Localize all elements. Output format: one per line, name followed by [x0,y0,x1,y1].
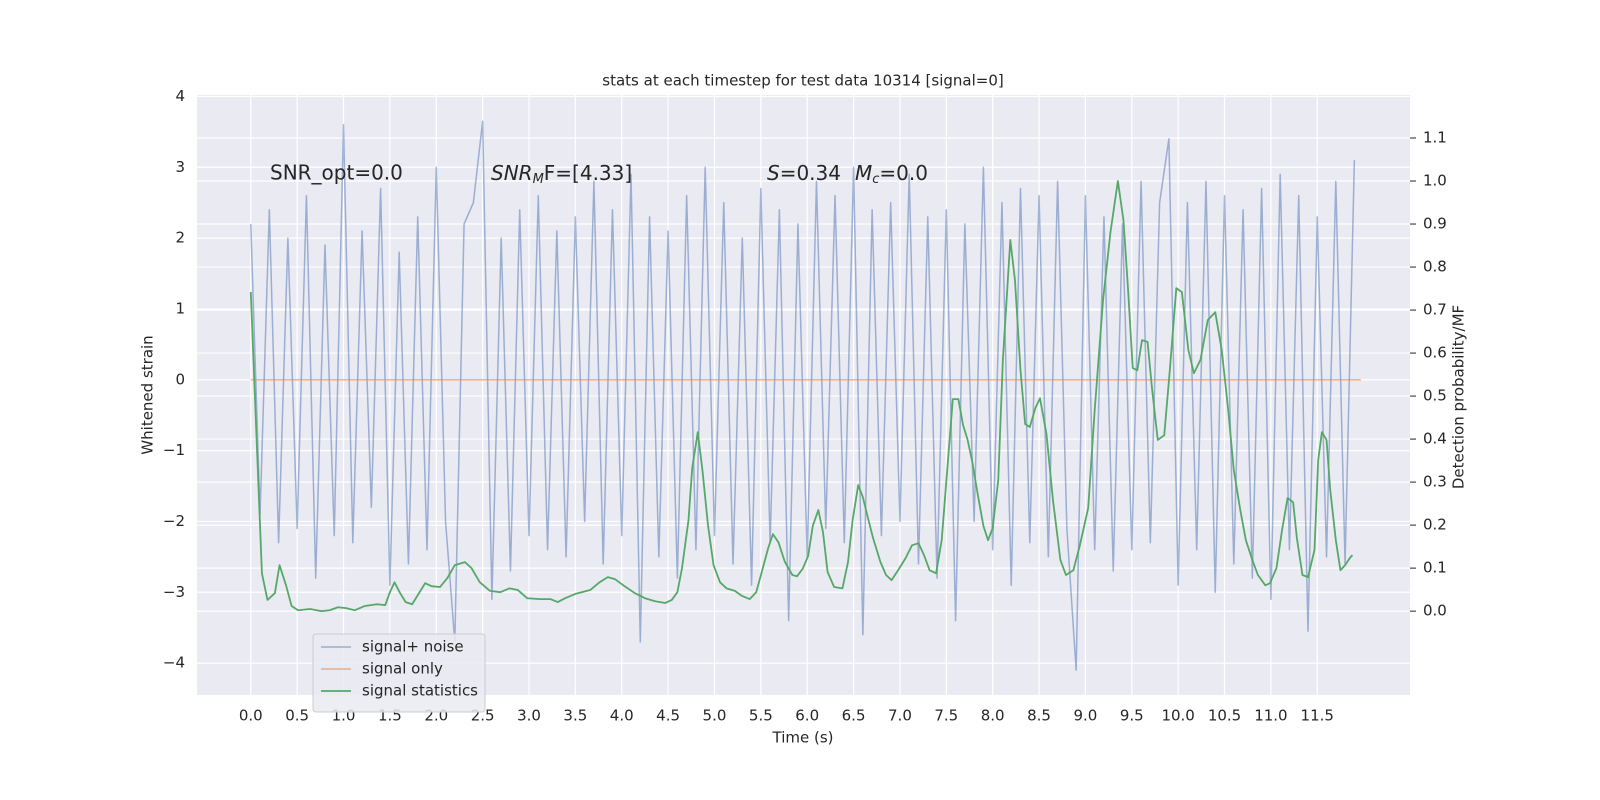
annotation: SNR_opt=0.0 [270,161,403,185]
annotation-part: M [855,161,872,185]
y2-tick-label: 1.1 [1423,129,1447,147]
chart-title: stats at each timestep for test data 103… [602,72,1003,90]
x-tick-label: 0.0 [239,707,263,725]
x-tick-label: 5.5 [749,707,773,725]
y-tick-label: −1 [163,441,185,459]
y2-tick-label: 0.4 [1423,430,1447,448]
annotation-part: c [872,172,879,187]
y-tick-label: 1 [175,299,185,317]
marks [249,120,1361,671]
annotation: SNRMF=[4.33] [491,161,632,187]
y-tick-label: −2 [163,512,185,530]
x-tick-label: 11.0 [1254,707,1287,725]
annotation-part: SNR [491,161,533,185]
x-axis-label: Time (s) [772,729,834,747]
y-tick-label: 4 [175,87,185,105]
y2-tick-label: 0.1 [1423,559,1447,577]
annotation-part: =0.34 [780,161,841,185]
annotation: S=0.34 Mc=0.0 [767,161,928,187]
x-tick-label: 7.0 [888,707,912,725]
x-tick-label: 6.5 [842,707,866,725]
y-tick-label: 0 [175,370,185,388]
legend-label: signal+ noise [362,638,464,656]
labels: 0.0 0.5 1.0 1.5 2.0 2.5 3.0 3.5 4.0 4.5 5.0 5.5 6.0 6… [163,87,1447,725]
y2-axis-label: Detection probability/MF [1450,305,1468,489]
legend-box [312,633,486,713]
x-tick-label: 11.5 [1301,707,1334,725]
plot-area [197,95,1410,695]
y-tick-label: −4 [163,654,185,672]
y2-tick-label: 0.8 [1423,258,1447,276]
x-tick-label: 0.5 [285,707,309,725]
legend: signal+ noise signal only signal statistic… [312,633,486,713]
x-tick-label: 8.0 [981,707,1005,725]
y-tick-label: 2 [175,229,185,247]
x-tick-label: 7.5 [934,707,958,725]
x-tick-label: 4.0 [610,707,634,725]
legend-label: signal only [362,660,443,678]
y2-tick-label: 0.2 [1423,516,1447,534]
x-tick-label: 10.0 [1161,707,1194,725]
x-tick-label: 9.0 [1073,707,1097,725]
annotation-part: S [767,161,780,185]
y2-tick-label: 0.5 [1423,387,1447,405]
x-tick-label: 9.5 [1120,707,1144,725]
annotation-part: =0.0 [879,161,928,185]
y-axis-label: Whitened strain [139,335,157,454]
y2-tick-label: 0.0 [1423,602,1447,620]
x-tick-label: 5.0 [703,707,727,725]
y2-tick-label: 1.0 [1423,172,1447,190]
x-tick-label: 3.5 [563,707,587,725]
x-tick-label: 10.5 [1208,707,1241,725]
series-line [249,180,1354,613]
y2-tick-label: 0.3 [1423,473,1447,491]
x-tick-label: 8.5 [1027,707,1051,725]
y2-tick-label: 0.7 [1423,301,1447,319]
y2-tick-label: 0.9 [1423,215,1447,233]
y-tick-label: −3 [163,583,185,601]
x-tick-label: 4.5 [656,707,680,725]
x-tick-label: 3.0 [517,707,541,725]
x-tick-label: 6.0 [795,707,819,725]
legend-label: signal statistics [362,682,478,700]
annotation-part: M [533,172,544,187]
y-tick-label: 3 [175,158,185,176]
annotation-part: F=[4.33] [544,161,632,185]
y2-tick-label: 0.6 [1423,344,1447,362]
series-line [250,120,1356,671]
